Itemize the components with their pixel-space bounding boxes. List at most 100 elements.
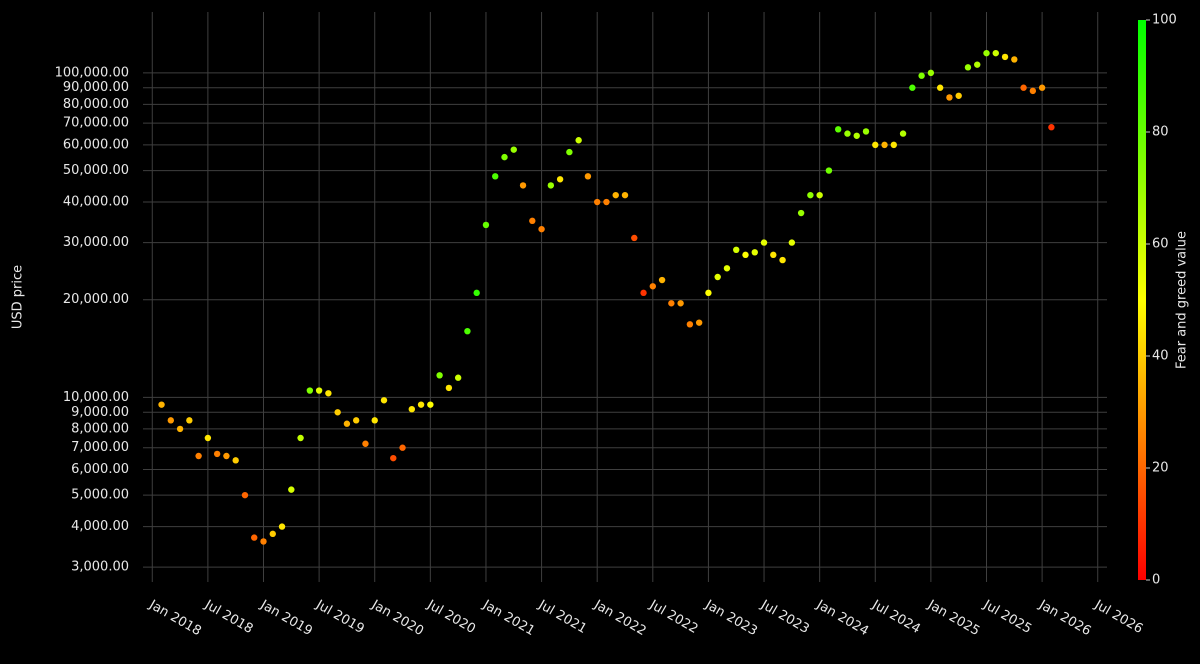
- data-point: [529, 217, 536, 225]
- data-point: [278, 523, 286, 530]
- data-point: [232, 457, 239, 464]
- data-point: [436, 372, 443, 379]
- data-point: [631, 234, 638, 242]
- data-point: [603, 198, 610, 206]
- data-point: [195, 452, 202, 460]
- colorbar-tick-label: 100: [1152, 13, 1177, 28]
- data-point: [306, 387, 314, 394]
- data-point: [612, 191, 619, 199]
- data-point: [918, 72, 925, 79]
- data-point: [492, 173, 499, 180]
- y-tick-label: 70,000.00: [63, 116, 129, 131]
- data-point: [936, 84, 944, 91]
- data-point: [1048, 124, 1055, 131]
- data-point: [464, 327, 471, 335]
- data-point: [519, 182, 527, 189]
- data-point: [983, 49, 990, 57]
- y-axis-label: USD price: [11, 265, 26, 329]
- data-point: [315, 387, 323, 394]
- data-point: [742, 251, 749, 259]
- data-point: [158, 401, 165, 408]
- data-point: [593, 198, 601, 206]
- data-point: [1038, 84, 1046, 91]
- colorbar-tick-label: 60: [1152, 237, 1169, 252]
- colorbar-tick-label: 0: [1152, 573, 1160, 588]
- data-point: [779, 256, 786, 264]
- data-point: [862, 128, 870, 135]
- data-point: [380, 397, 388, 404]
- data-point: [668, 300, 675, 307]
- data-point: [658, 276, 666, 284]
- y-tick-label: 30,000.00: [63, 235, 129, 250]
- data-point: [1011, 56, 1018, 63]
- data-point: [241, 491, 249, 499]
- data-point: [288, 486, 295, 493]
- data-point: [213, 450, 221, 458]
- y-tick-label: 7,000.00: [71, 440, 129, 455]
- colorbar-tick-label: 40: [1152, 349, 1169, 364]
- data-point: [992, 49, 999, 57]
- data-point: [343, 420, 351, 427]
- data-point: [649, 283, 657, 290]
- data-point: [269, 530, 276, 538]
- data-point: [788, 239, 796, 246]
- data-point: [260, 538, 267, 545]
- data-point: [899, 130, 907, 137]
- data-point: [946, 94, 953, 101]
- data-point: [974, 61, 981, 68]
- data-point: [677, 300, 684, 307]
- y-tick-label: 40,000.00: [63, 195, 129, 210]
- data-point: [890, 141, 898, 149]
- data-point: [816, 191, 823, 199]
- data-point: [909, 84, 916, 91]
- data-point: [371, 417, 378, 424]
- data-point: [955, 92, 962, 99]
- data-point: [325, 390, 332, 397]
- data-point: [445, 384, 453, 392]
- y-tick-label: 5,000.00: [71, 488, 129, 503]
- y-tick-label: 6,000.00: [71, 462, 129, 477]
- data-point: [770, 251, 777, 259]
- data-point: [427, 401, 434, 408]
- colorbar-tick-label: 20: [1152, 461, 1169, 476]
- data-point: [686, 321, 694, 328]
- y-tick-label: 80,000.00: [63, 97, 129, 112]
- data-point: [223, 452, 230, 460]
- data-point: [714, 273, 721, 281]
- data-point: [186, 417, 193, 424]
- colorbar-label: Fear and greed value: [1175, 231, 1190, 369]
- data-point: [297, 434, 304, 442]
- colorbar: [1138, 20, 1146, 580]
- data-point: [362, 440, 369, 447]
- data-point: [417, 401, 425, 408]
- colorbar-tick-label: 80: [1152, 125, 1169, 140]
- data-point: [705, 289, 712, 297]
- data-point: [872, 141, 879, 149]
- data-point: [1001, 53, 1009, 61]
- data-point: [482, 221, 490, 229]
- data-point: [844, 130, 851, 137]
- data-point: [640, 289, 647, 297]
- data-point: [825, 167, 833, 174]
- data-point: [204, 434, 212, 442]
- y-tick-label: 60,000.00: [63, 137, 129, 152]
- y-tick-label: 90,000.00: [63, 80, 129, 95]
- data-point: [408, 405, 416, 413]
- data-point: [751, 249, 758, 256]
- data-point: [501, 153, 508, 161]
- data-point: [251, 534, 258, 541]
- data-point: [167, 417, 175, 424]
- data-point: [964, 64, 972, 71]
- data-point: [621, 191, 629, 199]
- data-point: [927, 69, 935, 77]
- data-point: [352, 417, 360, 424]
- y-tick-label: 100,000.00: [55, 65, 129, 80]
- data-point: [853, 132, 860, 139]
- data-point: [556, 176, 564, 183]
- y-tick-label: 10,000.00: [63, 390, 129, 405]
- data-point: [695, 319, 703, 326]
- data-point: [566, 148, 573, 156]
